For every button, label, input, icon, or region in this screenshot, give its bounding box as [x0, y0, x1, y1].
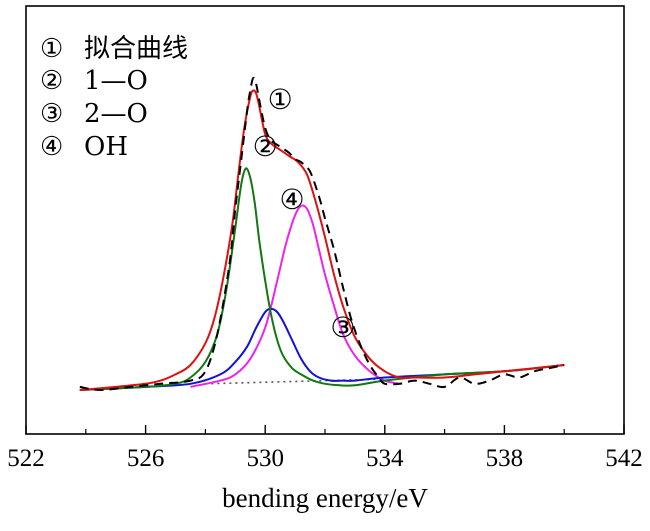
- series-line-4: [79, 307, 565, 391]
- series-line-2: [79, 89, 565, 391]
- x-tick-label-522: 522: [7, 445, 45, 472]
- annotations: ① ②④ ③: [253, 83, 356, 344]
- legend: ① 拟合曲线 ② 1—O ③ 2—O ④ OH: [40, 34, 188, 162]
- curve-annotation-1: ①: [268, 83, 293, 116]
- series-line-1: [79, 76, 565, 392]
- x-tick-label-534: 534: [366, 445, 404, 472]
- legend-label-4: OH: [84, 132, 128, 162]
- curve-annotation-3: ④: [280, 183, 305, 216]
- legend-label-2: 1—O: [84, 66, 148, 96]
- x-tick-label-530: 530: [246, 445, 284, 472]
- legend-marker-2: ②: [40, 66, 63, 96]
- x-tick-label-538: 538: [486, 445, 524, 472]
- curve-annotation-2: ②: [253, 130, 278, 163]
- legend-label-1: 拟合曲线: [84, 34, 188, 64]
- x-tick-label-542: 542: [605, 445, 643, 472]
- x-axis: 522 526 530 534 538 542: [7, 425, 643, 472]
- legend-marker-1: ①: [40, 34, 63, 64]
- legend-label-3: 2—O: [84, 99, 148, 129]
- legend-marker-3: ③: [40, 99, 63, 129]
- x-tick-label-526: 526: [127, 445, 165, 472]
- series-line-5: [190, 204, 401, 388]
- series-line-3: [79, 167, 565, 391]
- series-layer: [79, 76, 565, 392]
- legend-marker-4: ④: [40, 132, 63, 162]
- curve-annotation-4: ③: [330, 311, 355, 344]
- x-axis-label: bending energy/eV: [222, 483, 428, 513]
